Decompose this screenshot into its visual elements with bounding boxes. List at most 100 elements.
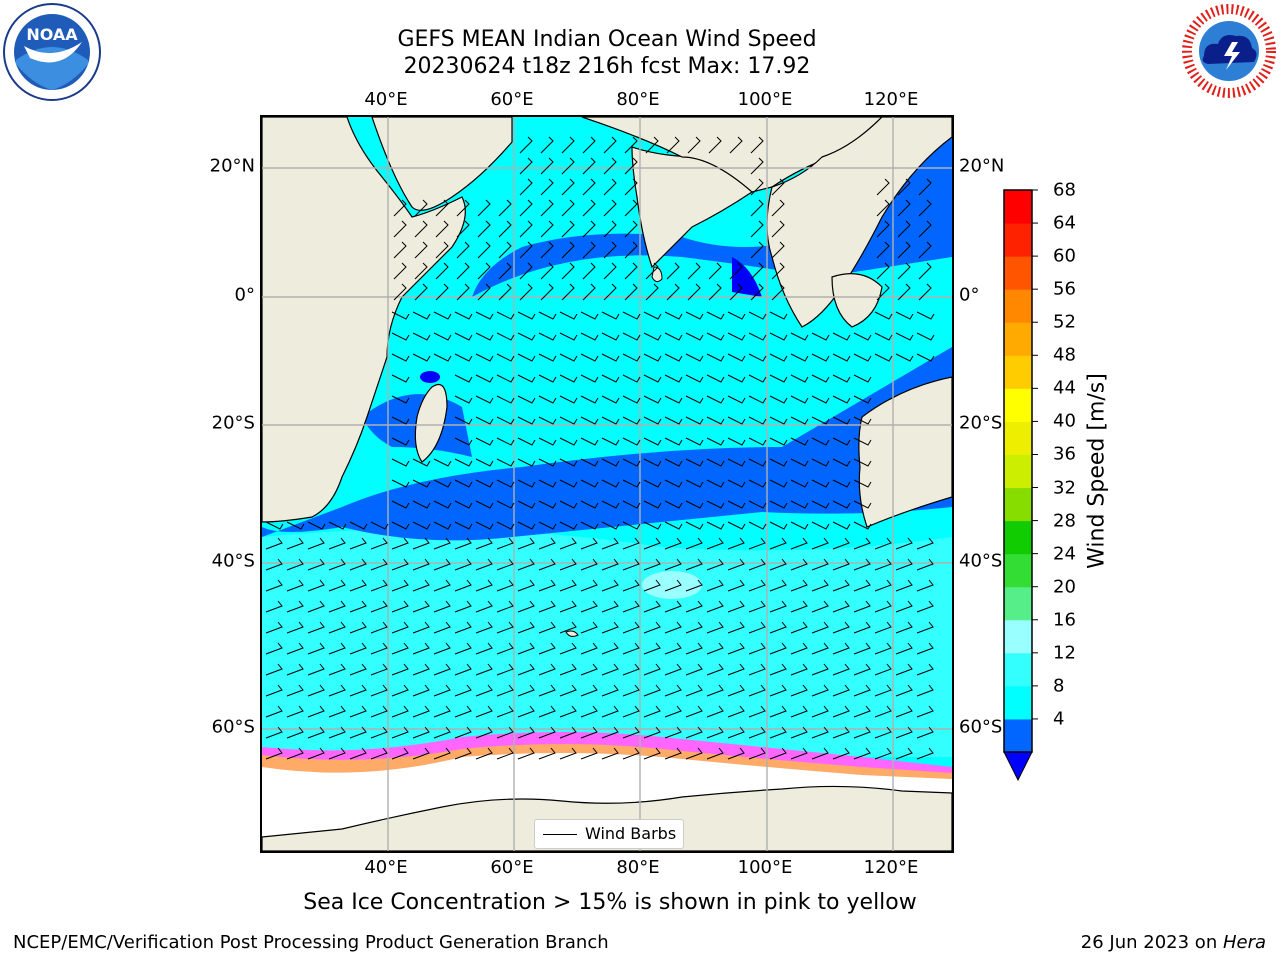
wind-barb bbox=[853, 537, 871, 550]
wind-barb bbox=[540, 178, 554, 196]
wind-barb bbox=[496, 684, 514, 697]
wind-barb bbox=[370, 705, 388, 718]
wind-barb bbox=[391, 437, 410, 446]
wind-barb bbox=[328, 537, 346, 550]
wind-barb bbox=[897, 241, 911, 259]
wind-barb bbox=[790, 726, 808, 739]
lon-label-top: 60°E bbox=[490, 89, 534, 110]
wind-barb bbox=[727, 437, 746, 446]
wind-barb bbox=[559, 621, 577, 634]
wind-barb bbox=[853, 479, 872, 488]
wind-barb bbox=[811, 521, 830, 530]
wind-barb bbox=[475, 416, 494, 425]
wind-barb bbox=[517, 395, 536, 404]
wind-barb bbox=[582, 262, 596, 280]
wind-barb bbox=[685, 705, 703, 718]
colorbar-tick-label: 44 bbox=[1053, 377, 1076, 399]
wind-barb bbox=[559, 479, 578, 488]
national-weather-service-logo bbox=[1182, 4, 1276, 98]
wind-barb bbox=[748, 374, 767, 383]
lat-label-right: 60°S bbox=[959, 716, 1003, 738]
wind-barb bbox=[393, 283, 407, 301]
wind-barb bbox=[582, 136, 596, 154]
wind-barb bbox=[790, 558, 808, 571]
wind-barb bbox=[769, 437, 788, 446]
legend-label: Wind Barbs bbox=[585, 824, 677, 843]
wind-barb bbox=[456, 199, 470, 217]
wind-barb bbox=[540, 283, 554, 301]
wind-barb bbox=[874, 747, 892, 760]
wind-speed-map: Wind Barbs bbox=[260, 115, 954, 853]
wind-barb bbox=[685, 600, 703, 613]
wind-barb bbox=[748, 642, 766, 655]
wind-barb bbox=[750, 262, 764, 280]
wind-barb bbox=[454, 353, 473, 362]
wind-barb bbox=[475, 395, 494, 404]
wind-barb bbox=[265, 579, 283, 592]
wind-barb bbox=[538, 500, 557, 509]
colorbar-segment bbox=[1004, 487, 1032, 522]
wind-barb bbox=[307, 537, 325, 550]
wind-barb bbox=[517, 705, 535, 718]
wind-barb bbox=[433, 621, 451, 634]
wind-barb bbox=[454, 521, 473, 530]
wind-barb bbox=[412, 747, 430, 760]
wind-barb bbox=[391, 558, 409, 571]
wind-barb bbox=[412, 621, 430, 634]
wind-barb bbox=[832, 416, 851, 425]
wind-barb bbox=[475, 537, 493, 550]
wind-barb bbox=[517, 726, 535, 739]
lon-label-top: 40°E bbox=[364, 89, 408, 110]
wind-barb bbox=[853, 521, 872, 530]
wind-barb bbox=[517, 458, 536, 467]
wind-barb bbox=[876, 220, 890, 238]
wind-barb bbox=[540, 241, 554, 259]
wind-barb bbox=[853, 458, 872, 467]
wind-barb bbox=[685, 521, 704, 530]
wind-barb bbox=[664, 479, 683, 488]
wind-barb bbox=[559, 747, 577, 760]
wind-barb bbox=[601, 747, 619, 760]
wind-barb bbox=[853, 621, 871, 634]
map-canvas bbox=[262, 117, 952, 851]
colorbar-tick-label: 48 bbox=[1053, 344, 1076, 366]
wind-barb bbox=[391, 353, 410, 362]
wind-barb bbox=[769, 458, 788, 467]
wind-barb bbox=[750, 136, 764, 154]
wind-barb bbox=[391, 395, 410, 404]
colorbar-segment bbox=[1004, 322, 1032, 356]
colorbar-tick-label: 24 bbox=[1053, 543, 1076, 565]
wind-barb bbox=[622, 726, 640, 739]
wind-barb bbox=[895, 621, 913, 634]
wind-barb bbox=[706, 705, 724, 718]
wind-barb bbox=[790, 537, 808, 550]
wind-barb bbox=[832, 479, 851, 488]
wind-barb bbox=[496, 726, 514, 739]
wind-barb bbox=[475, 705, 493, 718]
wind-barb bbox=[748, 684, 766, 697]
wind-barb bbox=[370, 521, 389, 530]
wind-barb bbox=[414, 220, 428, 238]
wind-barb bbox=[811, 705, 829, 718]
wind-barb bbox=[498, 241, 512, 259]
footer-credit: NCEP/EMC/Verification Post Processing Pr… bbox=[13, 932, 609, 953]
wind-barb bbox=[498, 199, 512, 217]
wind-barb bbox=[580, 437, 599, 446]
wind-barb bbox=[540, 136, 554, 154]
wind-barb bbox=[601, 705, 619, 718]
wind-barb bbox=[538, 458, 557, 467]
wind-barb bbox=[580, 500, 599, 509]
colorbar-border bbox=[1003, 189, 1033, 753]
wind-barb bbox=[456, 262, 470, 280]
wind-barb bbox=[391, 705, 409, 718]
wind-barb bbox=[727, 374, 746, 383]
wind-barb bbox=[559, 600, 577, 613]
kerguelen-island bbox=[565, 630, 579, 637]
wind-barb bbox=[496, 558, 514, 571]
wind-barb bbox=[643, 437, 662, 446]
wind-barb bbox=[876, 178, 890, 196]
wind-barb bbox=[832, 705, 850, 718]
wind-barb bbox=[412, 311, 431, 320]
wind-barb bbox=[727, 642, 745, 655]
wind-barb bbox=[435, 220, 449, 238]
